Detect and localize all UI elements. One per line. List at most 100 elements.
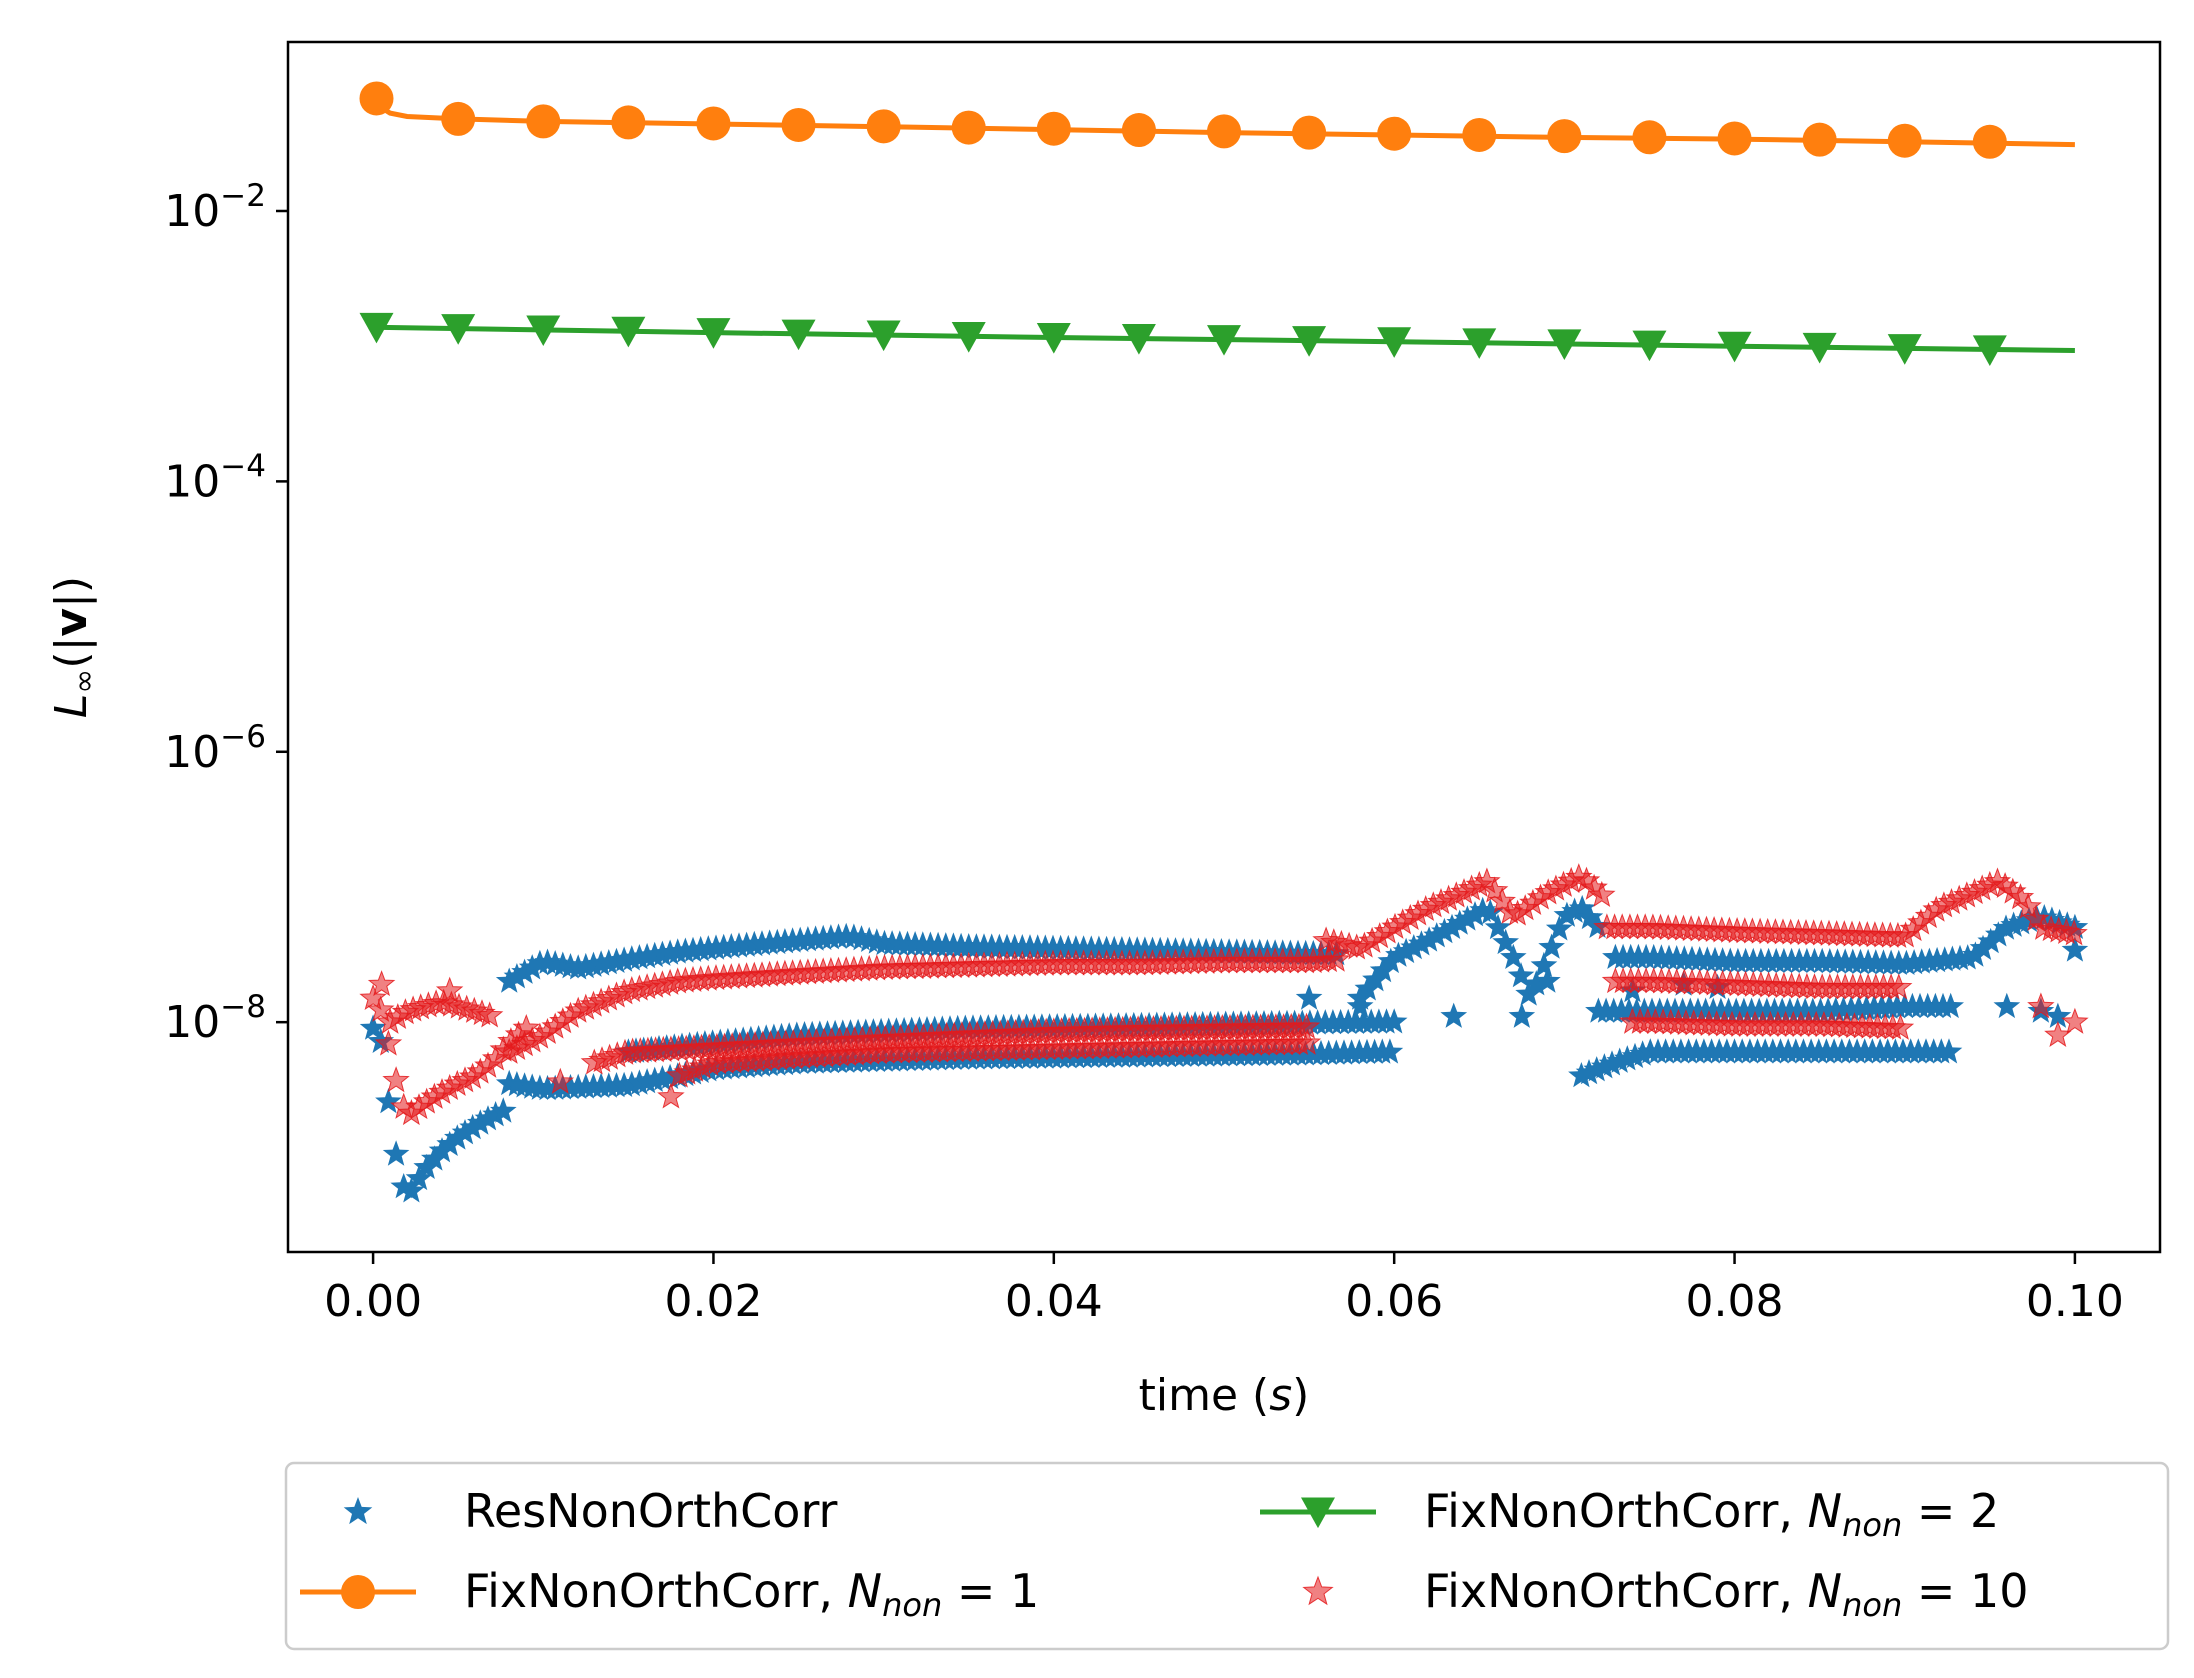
data-point	[359, 1014, 387, 1040]
data-point	[459, 1113, 486, 1140]
legend-key	[300, 1575, 416, 1609]
data-point	[2061, 936, 2089, 962]
data-point	[1935, 1038, 1963, 1064]
data-point	[1885, 973, 1913, 1000]
data-point	[495, 967, 523, 993]
data-point	[657, 1082, 685, 1109]
data-point	[526, 104, 561, 139]
data-point	[421, 1145, 448, 1171]
data-point	[1802, 332, 1837, 364]
data-point	[382, 1066, 410, 1093]
data-point	[359, 81, 394, 116]
data-point	[696, 318, 731, 349]
data-point	[1207, 114, 1241, 149]
legend-label: FixNonOrthCorr, Nnon = 10	[1424, 1564, 2029, 1624]
data-point	[367, 970, 396, 997]
y-axis-label: L∞(|v|)	[46, 576, 102, 718]
data-point	[1545, 915, 1573, 941]
data-point	[1972, 124, 2007, 159]
data-point	[1376, 1038, 1404, 1064]
data-point	[1362, 966, 1389, 992]
legend-key	[1260, 1497, 1376, 1529]
legend-label: FixNonOrthCorr, Nnon = 2	[1424, 1484, 1999, 1544]
data-point	[1598, 1050, 1626, 1076]
data-point	[696, 106, 731, 141]
data-point	[1568, 1062, 1595, 1088]
data-point	[951, 110, 986, 145]
data-point	[428, 1137, 456, 1163]
data-point	[1606, 1047, 1633, 1073]
data-point	[866, 109, 901, 144]
legend-entry-fix-n1: FixNonOrthCorr, Nnon = 1	[300, 1564, 1039, 1624]
data-point	[1400, 934, 1428, 960]
data-point	[367, 995, 395, 1022]
data-point	[1392, 937, 1420, 964]
data-point	[390, 1173, 417, 1199]
x-tick-label: 0.04	[1005, 1276, 1103, 1327]
data-point	[474, 1105, 502, 1131]
x-tick-label: 0.06	[1345, 1276, 1443, 1327]
data-point	[382, 1140, 410, 1166]
data-point	[1377, 116, 1412, 151]
data-point	[546, 1067, 575, 1094]
data-point	[1446, 909, 1473, 935]
data-point	[375, 1088, 402, 1114]
x-axis: 0.00 0.02 0.04 0.06 0.08 0.10	[324, 1252, 2124, 1327]
legend-frame	[284, 1461, 2170, 1651]
data-point	[2008, 909, 2035, 935]
data-point	[1515, 980, 1542, 1006]
data-point	[441, 314, 476, 345]
data-point	[1207, 325, 1241, 356]
data-point	[1802, 122, 1837, 157]
data-point	[1477, 898, 1504, 925]
data-point	[1614, 1045, 1641, 1071]
data-point	[359, 312, 394, 344]
data-point	[1295, 984, 1323, 1010]
data-point	[2044, 1002, 2072, 1028]
legend-entry-fix-n10: FixNonOrthCorr, Nnon = 10	[1302, 1564, 2029, 1624]
data-point	[475, 1001, 504, 1028]
data-point	[1591, 1053, 1618, 1079]
data-point	[1969, 934, 1997, 960]
data-point	[1121, 324, 1156, 355]
data-point	[413, 1153, 440, 1179]
y-tick-label: 10−6	[164, 719, 266, 778]
data-point	[1480, 876, 1509, 903]
data-point	[467, 1109, 494, 1135]
data-point	[511, 958, 538, 984]
y-tick-label: 10−4	[164, 448, 266, 507]
legend: ResNonOrthCorr FixNonOrthCorr, Nnon = 1 …	[284, 1461, 2170, 1651]
series-fix-n10	[359, 863, 2089, 1126]
data-point	[1561, 897, 1588, 923]
data-point	[518, 954, 546, 980]
data-point	[1530, 951, 1558, 978]
data-point	[1293, 1028, 1322, 1055]
data-point	[1507, 962, 1535, 988]
data-point	[951, 322, 986, 353]
data-point	[2061, 1007, 2089, 1034]
data-point	[1462, 117, 1497, 152]
data-point	[1369, 956, 1397, 983]
data-point	[2014, 892, 2042, 919]
data-point	[444, 1124, 471, 1150]
legend-marker	[343, 1497, 373, 1525]
y-tick-label: 10−8	[164, 989, 266, 1048]
legend-key	[1302, 1575, 1334, 1606]
legend-key	[343, 1497, 373, 1525]
data-point	[1954, 944, 1981, 970]
data-point	[1346, 992, 1374, 1019]
data-point	[436, 1130, 463, 1156]
data-point	[1886, 1013, 1915, 1040]
data-point	[1717, 331, 1752, 363]
legend-marker	[341, 1575, 375, 1609]
plot-frame	[286, 40, 2162, 1254]
data-point	[1462, 328, 1497, 359]
data-point	[482, 1101, 509, 1127]
series-fix-n2	[359, 312, 2075, 366]
plot-area	[359, 81, 2089, 1203]
data-point	[1354, 975, 1382, 1001]
x-tick-label: 0.08	[1686, 1276, 1784, 1327]
data-point	[781, 319, 816, 351]
series-fix-n1	[359, 81, 2075, 159]
data-point	[1632, 330, 1667, 362]
